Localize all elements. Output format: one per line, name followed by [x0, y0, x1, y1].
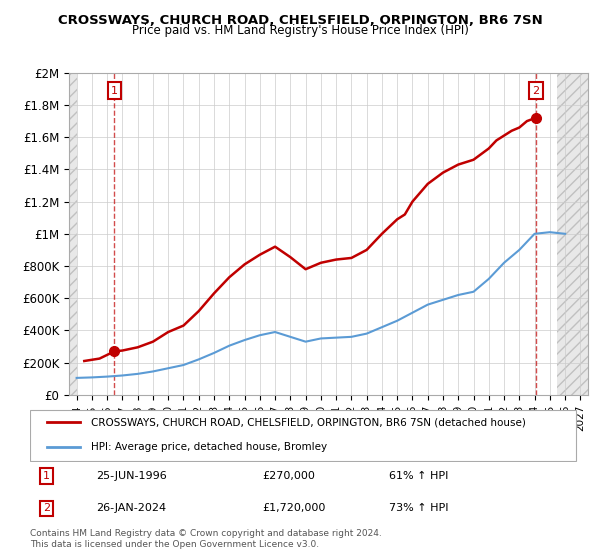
- Text: 25-JUN-1996: 25-JUN-1996: [96, 471, 167, 481]
- Text: CROSSWAYS, CHURCH ROAD, CHELSFIELD, ORPINGTON, BR6 7SN: CROSSWAYS, CHURCH ROAD, CHELSFIELD, ORPI…: [58, 14, 542, 27]
- Text: Price paid vs. HM Land Registry's House Price Index (HPI): Price paid vs. HM Land Registry's House …: [131, 24, 469, 36]
- Text: HPI: Average price, detached house, Bromley: HPI: Average price, detached house, Brom…: [91, 442, 327, 452]
- Text: 2: 2: [43, 503, 50, 514]
- Text: CROSSWAYS, CHURCH ROAD, CHELSFIELD, ORPINGTON, BR6 7SN (detached house): CROSSWAYS, CHURCH ROAD, CHELSFIELD, ORPI…: [91, 417, 526, 427]
- Text: 73% ↑ HPI: 73% ↑ HPI: [389, 503, 448, 514]
- Bar: [557, 73, 588, 395]
- Text: 26-JAN-2024: 26-JAN-2024: [96, 503, 166, 514]
- Text: 2: 2: [532, 86, 539, 96]
- Text: 1: 1: [43, 471, 50, 481]
- Text: Contains HM Land Registry data © Crown copyright and database right 2024.
This d: Contains HM Land Registry data © Crown c…: [30, 529, 382, 549]
- FancyBboxPatch shape: [30, 410, 577, 461]
- Text: £270,000: £270,000: [262, 471, 315, 481]
- Bar: [69, 73, 77, 395]
- Text: £1,720,000: £1,720,000: [262, 503, 325, 514]
- Text: 1: 1: [111, 86, 118, 96]
- Text: 61% ↑ HPI: 61% ↑ HPI: [389, 471, 448, 481]
